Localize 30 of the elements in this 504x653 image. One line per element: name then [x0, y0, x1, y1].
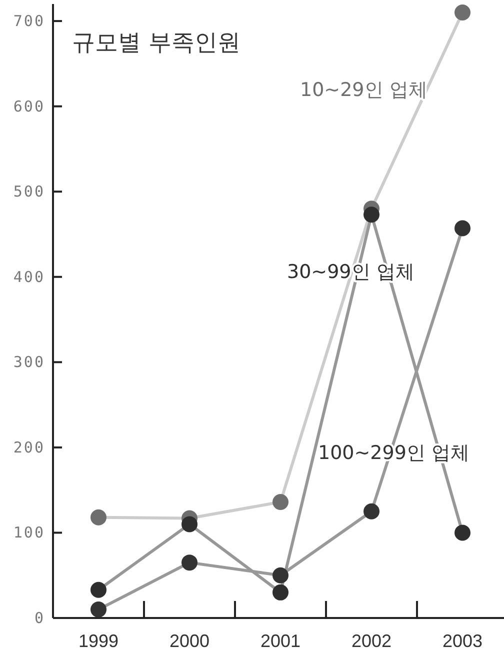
x-tick-label: 1999 [78, 631, 119, 651]
point [454, 524, 470, 541]
point [364, 503, 380, 520]
y-tick-label: 700 [13, 12, 45, 30]
series-label: 100~299인 업체 [318, 442, 470, 464]
series-label: 30~99인 업체 [287, 261, 414, 283]
point [90, 582, 106, 598]
x-tick-label: 2000 [169, 631, 210, 651]
y-tick-label: 600 [13, 97, 45, 116]
point [90, 601, 106, 618]
x-tick-label: 2003 [442, 631, 483, 651]
y-tick-label: 100 [13, 524, 45, 542]
point [454, 220, 470, 236]
point [90, 509, 106, 526]
x-tick-label: 2001 [260, 631, 301, 651]
point [454, 4, 470, 21]
y-tick-label: 400 [13, 268, 45, 286]
y-tick-label: 0 [34, 609, 45, 627]
series-label: 10~29인 업체 [300, 79, 428, 101]
y-tick-label: 500 [13, 182, 45, 201]
point [182, 554, 198, 571]
point [182, 516, 198, 532]
point [272, 584, 288, 600]
point [364, 206, 380, 223]
y-tick-label: 200 [13, 438, 45, 456]
x-tick-label: 2002 [351, 631, 392, 651]
point [272, 567, 288, 584]
y-tick-label: 300 [13, 353, 45, 372]
text: 규모별 부족인원 [72, 30, 240, 56]
point [272, 494, 288, 510]
